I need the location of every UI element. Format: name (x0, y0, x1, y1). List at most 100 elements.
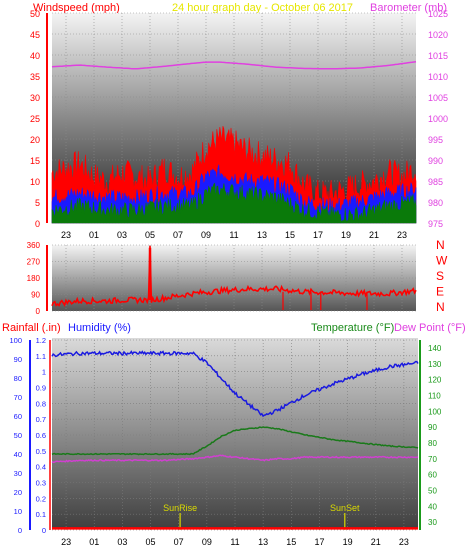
barometer-series (51, 60, 417, 70)
humidity-series (51, 350, 419, 418)
climate-panel-x-axis: 23 01 03 05 07 09 11 13 15 17 19 21 23 (61, 537, 409, 547)
x-tick-label: 17 (314, 537, 324, 547)
direction-tick-label: 360 (27, 241, 41, 250)
temperature-tick-label: 120 (428, 376, 442, 385)
x-tick-label: 19 (343, 537, 353, 547)
direction-panel-series (51, 245, 417, 311)
rainfall-tick-label: 0.5 (36, 447, 46, 456)
x-tick-label: 09 (201, 230, 211, 240)
temperature-tick-label: 70 (428, 455, 437, 464)
x-tick-label: 13 (258, 537, 268, 547)
barometer-tick-label: 990 (428, 156, 443, 166)
rainfall-axis: 0 0.1 0.2 0.3 0.4 0.5 0.6 0.7 0.8 0.9 1 1.1 1.2 (36, 336, 46, 535)
windspeed-tick-label: 20 (30, 135, 40, 145)
barometer-tick-label: 1020 (428, 30, 448, 40)
x-tick-label: 15 (285, 230, 295, 240)
windspeed-tick-label: 10 (30, 177, 40, 187)
temperature-series (51, 426, 419, 456)
direction-tick-label: 180 (27, 274, 41, 283)
temperature-tick-label: 30 (428, 518, 437, 527)
low-series (51, 182, 417, 224)
compass-label: E (436, 285, 444, 299)
temperature-tick-label: 90 (428, 423, 437, 432)
climate-panel-series (51, 350, 419, 530)
humidity-axis-title: Humidity (%) (68, 322, 131, 334)
dewpoint-axis-title: Dew Point (°F) (394, 322, 466, 334)
x-tick-label: 17 (313, 230, 323, 240)
humidity-tick-label: 40 (14, 450, 22, 459)
direction-tick-label: 90 (31, 291, 40, 300)
rainfall-tick-label: 0.9 (36, 384, 46, 393)
x-tick-label: 07 (173, 230, 183, 240)
humidity-tick-label: 60 (14, 412, 22, 421)
climate-panel-gridlines (52, 339, 418, 531)
barometer-tick-label: 975 (428, 219, 443, 229)
x-tick-label: 21 (371, 537, 381, 547)
wind-panel-x-axis: 23 01 03 05 07 09 11 13 15 17 19 21 23 (61, 230, 407, 240)
x-tick-label: 11 (230, 537, 239, 547)
compass-label: N (436, 238, 445, 252)
direction-tick-label: 270 (27, 258, 41, 267)
humidity-axis: 0 10 20 30 40 50 60 70 80 90 100 (9, 336, 22, 535)
temperature-tick-label: 60 (428, 471, 437, 480)
rainfall-tick-label: 0.1 (36, 510, 46, 519)
temperature-axis-title: Temperature (°F) (311, 322, 394, 334)
windspeed-tick-label: 15 (30, 156, 40, 166)
barometer-tick-label: 995 (428, 135, 443, 145)
windspeed-tick-label: 25 (30, 114, 40, 124)
x-tick-label: 05 (146, 537, 156, 547)
rainfall-tick-label: 0.2 (36, 494, 46, 503)
barometer-tick-label: 1025 (428, 9, 448, 19)
humidity-tick-label: 70 (14, 393, 22, 402)
compass-label: S (436, 269, 444, 283)
x-tick-label: 23 (61, 230, 71, 240)
graph-title: 24 hour graph day - October 06 2017 (172, 2, 353, 14)
humidity-tick-label: 30 (14, 469, 22, 478)
sun-marker-label: SunSet (330, 503, 360, 513)
windspeed-tick-label: 50 (30, 9, 40, 19)
x-tick-label: 03 (117, 230, 127, 240)
temperature-tick-label: 100 (428, 407, 442, 416)
x-tick-label: 19 (341, 230, 351, 240)
temperature-tick-label: 130 (428, 360, 442, 369)
barometer-tick-label: 985 (428, 177, 443, 187)
humidity-tick-label: 20 (14, 488, 22, 497)
rainfall-tick-label: 1.2 (36, 336, 46, 345)
dewpoint-series (51, 454, 419, 464)
x-tick-label: 23 (61, 537, 71, 547)
barometer-tick-label: 1010 (428, 72, 448, 82)
x-tick-label: 13 (257, 230, 267, 240)
rainfall-tick-label: 0 (42, 526, 46, 535)
barometer-axis: 975 980 985 990 995 1000 1005 1010 1015 1020 1025 (428, 9, 448, 229)
x-tick-label: 09 (202, 537, 212, 547)
temperature-tick-label: 50 (428, 486, 437, 495)
x-tick-label: 23 (399, 537, 409, 547)
compass-label: N (436, 300, 445, 314)
humidity-tick-label: 80 (14, 374, 22, 383)
rainfall-axis-title: Rainfall (.in) (2, 322, 61, 334)
x-tick-label: 15 (286, 537, 296, 547)
compass-label: W (436, 254, 448, 268)
barometer-tick-label: 980 (428, 198, 443, 208)
windspeed-tick-label: 40 (30, 51, 40, 61)
windspeed-tick-label: 5 (35, 198, 40, 208)
barometer-tick-label: 1015 (428, 51, 448, 61)
x-tick-label: 23 (397, 230, 407, 240)
barometer-axis-title: Barometer (mb) (370, 2, 447, 14)
x-tick-label: 07 (174, 537, 184, 547)
temperature-tick-label: 40 (428, 502, 437, 511)
humidity-tick-label: 0 (18, 526, 22, 535)
temperature-tick-label: 80 (428, 439, 437, 448)
x-tick-label: 11 (229, 230, 238, 240)
rainfall-tick-label: 0.4 (36, 463, 46, 472)
temperature-axis: 30 40 50 60 70 80 90 100 110 120 130 140 (428, 344, 442, 527)
wind-panel-series (51, 60, 417, 224)
windspeed-tick-label: 30 (30, 93, 40, 103)
rainfall-tick-label: 0.8 (36, 399, 46, 408)
rainfall-tick-label: 0.7 (36, 415, 46, 424)
windspeed-tick-label: 45 (30, 30, 40, 40)
direction-series (51, 245, 417, 307)
